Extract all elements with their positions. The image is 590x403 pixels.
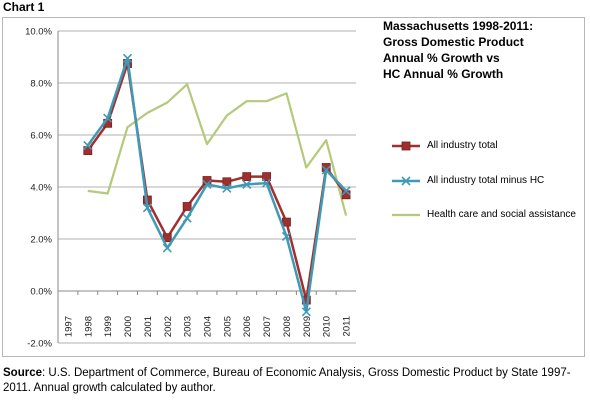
data-point-square (182, 202, 192, 211)
x-tick-label: 2011 (342, 316, 353, 336)
data-point-x (182, 213, 192, 223)
x-tick-label: 2001 (143, 316, 154, 337)
x-tick-label: 2003 (183, 316, 194, 337)
data-point-x (103, 113, 113, 123)
chart-title-line: Massachusetts 1998-2011: (383, 19, 534, 33)
data-point-x (242, 179, 252, 189)
chart-title-line: HC Annual % Growth (383, 67, 504, 81)
data-point-x (341, 186, 351, 196)
legend-label: All industry total (427, 140, 498, 151)
x-tick-label: 2009 (302, 316, 313, 337)
source-note: Source: U.S. Department of Commerce, Bur… (3, 366, 588, 396)
y-tick-label: 0.0% (30, 287, 52, 298)
x-tick-label: 2004 (203, 316, 214, 337)
x-tick-label: 2010 (322, 316, 333, 337)
data-point-square (282, 217, 291, 227)
legend-swatch-marker (401, 141, 411, 151)
source-text: : U.S. Department of Commerce, Bureau of… (3, 367, 571, 394)
data-point-square (262, 172, 272, 182)
x-tick-label: 1999 (103, 316, 114, 337)
x-tick-label: 1997 (63, 316, 74, 337)
x-tick-label: 1998 (83, 316, 94, 337)
data-point-x (262, 178, 272, 188)
x-tick-label: 2005 (222, 316, 233, 337)
chart-title: Massachusetts 1998-2011: Gross Domestic … (383, 18, 578, 82)
data-point-square (222, 177, 232, 187)
data-point-x (281, 231, 292, 241)
x-tick-label: 2006 (242, 316, 253, 337)
source-label: Source (3, 367, 42, 379)
y-tick-label: -2.0% (27, 339, 52, 350)
data-point-x (122, 53, 133, 63)
data-point-x (202, 179, 212, 189)
legend-swatch-marker (401, 176, 411, 186)
y-tick-label: 6.0% (30, 131, 52, 142)
data-point-x (321, 165, 331, 175)
chart-title-line: Annual % Growth vs (383, 51, 500, 65)
chart-label: Chart 1 (3, 0, 45, 14)
x-tick-label: 2002 (163, 316, 174, 337)
x-tick-label: 2007 (262, 316, 273, 337)
data-point-x (222, 183, 232, 193)
y-tick-label: 2.0% (30, 235, 52, 246)
y-tick-label: 8.0% (30, 79, 52, 90)
chart-title-line: Gross Domestic Product (383, 35, 524, 49)
series-line (86, 57, 348, 314)
y-tick-label: 4.0% (30, 183, 52, 194)
legend-label: All industry total minus HC (427, 175, 545, 186)
y-tick-label: 10.0% (25, 27, 52, 38)
x-tick-label: 2000 (123, 316, 134, 337)
data-point-square (242, 172, 252, 182)
data-point-x (142, 203, 152, 213)
series-line (86, 62, 348, 302)
data-point-square (83, 146, 93, 156)
legend-label: Health care and social assistance (427, 209, 576, 220)
data-point-x (162, 243, 172, 253)
series-line (87, 83, 348, 216)
x-tick-label: 2008 (282, 316, 293, 337)
data-point-x (301, 307, 311, 317)
data-point-x (83, 140, 93, 150)
